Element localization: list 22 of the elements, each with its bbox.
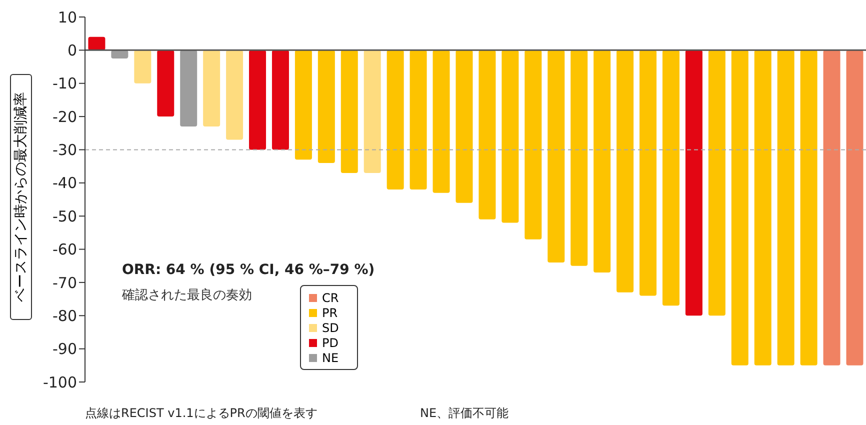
- legend-label: PR: [322, 306, 338, 320]
- y-tick-label: -10: [52, 74, 77, 93]
- legend-title: 確認された最良の奏効: [122, 287, 252, 304]
- y-tick-label: -70: [52, 274, 77, 292]
- legend-label: NE: [322, 350, 339, 364]
- y-axis-title: ベースライン時からの最大削減率: [10, 74, 32, 320]
- legend-label: PD: [322, 336, 338, 350]
- y-tick-label: -40: [52, 174, 77, 192]
- annotation: ORR: 64 % (95 % CI, 46 %–79 %): [122, 262, 375, 278]
- y-tick-label: -20: [52, 108, 77, 126]
- text: NE、評価不可能: [420, 405, 509, 422]
- y-tick-label: -60: [52, 240, 77, 259]
- y-tick-label: -100: [42, 373, 77, 392]
- legend-label: CR: [322, 290, 339, 304]
- y-tick-label: -50: [52, 207, 77, 226]
- legend-label: SD: [322, 320, 339, 334]
- y-tick-label: -80: [52, 306, 77, 325]
- y-tick-label: -30: [52, 141, 77, 160]
- y-tick-label: -90: [52, 340, 77, 358]
- text: 点線はRECIST v1.1によるPRの閾値を表す: [85, 405, 318, 422]
- y-tick-label: 10: [58, 8, 77, 26]
- y-tick-label: 0: [67, 42, 77, 60]
